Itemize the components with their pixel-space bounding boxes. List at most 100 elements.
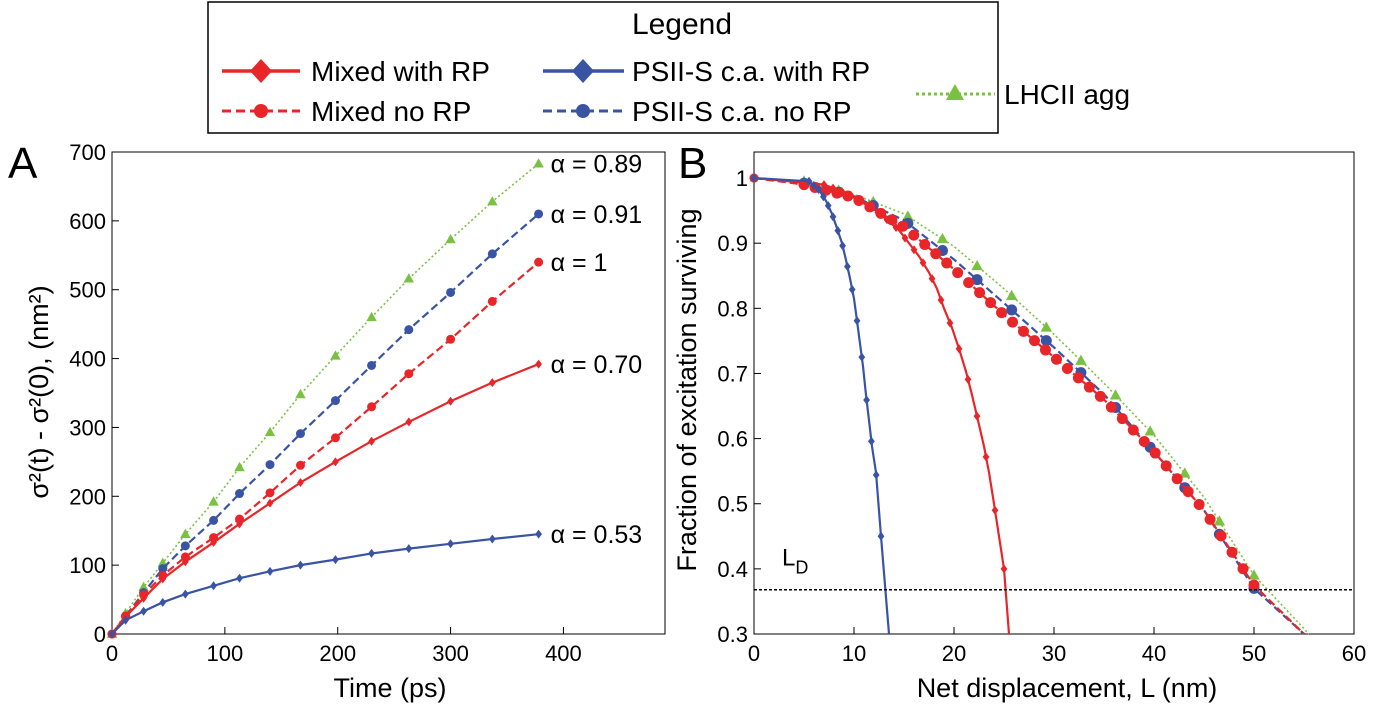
panel-b-point	[844, 262, 851, 272]
panel-b-point	[1083, 381, 1095, 393]
alpha-annotation: α = 1	[551, 249, 608, 277]
panel-b-frame	[753, 151, 1355, 635]
ld-label: LD	[782, 545, 808, 578]
panel-b-point	[858, 352, 866, 362]
panel-a-annotations: α = 0.89 α = 0.91 α = 1 α = 0.70 α = 0.53	[551, 151, 643, 549]
legend-marker-diamond-red	[250, 59, 272, 83]
panel-a-point	[235, 489, 245, 499]
panel-b-point	[810, 180, 818, 190]
panel-a-point	[122, 615, 129, 625]
panel-a-series-psii-s-c-a-no-rp	[107, 209, 544, 639]
legend-marker-diamond-blue	[572, 59, 594, 83]
panel-b-series-psii-s-c-a-no-rp	[749, 173, 1305, 635]
panel-b-point	[853, 316, 861, 326]
panel-a-point	[236, 573, 243, 583]
legend-entry-psii-no-rp: PSII-S c.a. no RP	[543, 96, 851, 127]
panel-b-point	[971, 259, 983, 271]
panel-b-ytick-label: 0.8	[717, 296, 748, 321]
panel-a-ytick-label: 100	[69, 553, 106, 578]
panel-b-point	[971, 274, 983, 286]
panel-a-point	[403, 273, 415, 283]
panel-b-point	[1007, 316, 1019, 328]
panel-a-point	[180, 541, 190, 551]
panel-b-point	[1005, 289, 1018, 300]
panel-a-point	[330, 396, 340, 406]
legend-marker-circle-red	[254, 104, 268, 118]
panel-a-series-mixed-with-rp	[108, 359, 542, 639]
alpha-annotation: α = 0.91	[551, 201, 643, 229]
panel-a-point	[487, 296, 497, 306]
panel-b-point	[829, 183, 837, 193]
panel-b-point	[910, 245, 918, 255]
panel-a-ytick-label: 300	[69, 415, 106, 440]
panel-b-point	[908, 229, 920, 241]
panel-b-series-psii-s-c-a-with-rp	[750, 173, 891, 635]
panel-b-ytick-label: 0.5	[717, 492, 748, 517]
panel-b: B 0 10 20 30 40 50 60 0.3 0.4 0.5 0.6 0.7 0.8 0.9 1 LD…	[672, 139, 1366, 703]
panel-a-point	[446, 287, 456, 297]
panel-a-point	[265, 488, 275, 498]
panel-b-point	[996, 307, 1008, 319]
panel-b-point	[941, 257, 953, 269]
panel-b-point	[955, 344, 963, 354]
panel-b-point	[964, 374, 972, 384]
panel-a-point	[534, 209, 544, 219]
panel-b-point	[1094, 390, 1106, 402]
panel-b-point	[937, 295, 945, 305]
panel-b-point	[1213, 515, 1226, 526]
panel-b-point	[1248, 569, 1260, 580]
panel-b-point	[820, 180, 828, 190]
legend-label-mixed-with-rp: Mixed with RP	[311, 56, 490, 87]
panel-a: A 0 100 200 300 400 0 100 200 300 400 500 600 700 α …	[8, 139, 666, 703]
panel-b-point	[1226, 546, 1238, 558]
panel-a-point	[368, 436, 375, 446]
panel-a-point	[367, 402, 377, 412]
panel-b-point	[856, 195, 864, 205]
panel-b-point	[973, 411, 981, 421]
panel-b-point	[874, 207, 882, 217]
panel-a-point	[295, 460, 305, 470]
legend-entry-mixed-with-rp: Mixed with RP	[222, 56, 490, 87]
panel-b-point	[1105, 401, 1117, 413]
panel-a-frame	[111, 151, 666, 635]
panel-b-point	[1116, 413, 1128, 425]
panel-b-point	[865, 200, 873, 210]
panel-b-point	[805, 176, 813, 186]
panel-b-point	[1072, 372, 1084, 384]
legend-entry-lhcii-agg: LHCII agg	[916, 79, 1130, 110]
panel-a-point	[447, 396, 454, 406]
panel-a-series-mixed-no-rp	[107, 257, 544, 639]
panel-b-point	[1193, 499, 1205, 511]
panel-a-point	[295, 429, 305, 439]
legend-label-lhcii-agg: LHCII agg	[1004, 79, 1130, 110]
legend-label-psii-with-rp: PSII-S c.a. with RP	[632, 56, 870, 87]
panel-b-point	[897, 220, 909, 232]
panel-b-point	[1109, 389, 1122, 400]
panel-a-line-mixed-no-rp	[111, 261, 540, 635]
panel-b-point	[834, 226, 842, 236]
panel-b-point	[848, 284, 856, 294]
panel-a-ytick-label: 700	[69, 140, 106, 165]
panel-b-line-psii-s-c-a-no-rp	[753, 176, 1305, 635]
panel-a-xtick-label: 200	[319, 641, 356, 666]
panel-b-xtick-label: 40	[1142, 641, 1166, 666]
panel-b-point	[902, 210, 914, 221]
panel-a-ylabel: σ²(t) - σ²(0), (nm²)	[24, 285, 54, 498]
panel-b-letter: B	[678, 139, 707, 188]
panel-a-point	[330, 350, 341, 360]
panel-b-ytick-label: 0.7	[717, 361, 748, 386]
legend-title: Legend	[632, 8, 732, 41]
panel-a-letter: A	[8, 139, 38, 188]
panel-b-point	[847, 190, 855, 200]
panel-b-point	[1179, 467, 1191, 478]
panel-b-point	[1182, 486, 1194, 498]
panel-b-point	[1149, 447, 1161, 459]
panel-a-point	[208, 496, 219, 506]
legend-entry-psii-with-rp: PSII-S c.a. with RP	[543, 56, 870, 87]
alpha-annotation: α = 0.53	[551, 521, 643, 549]
panel-b-point	[1040, 321, 1053, 332]
panel-b-xtick-label: 10	[842, 641, 866, 666]
panel-a-point	[488, 534, 496, 544]
legend-label-psii-no-rp: PSII-S c.a. no RP	[632, 96, 851, 127]
